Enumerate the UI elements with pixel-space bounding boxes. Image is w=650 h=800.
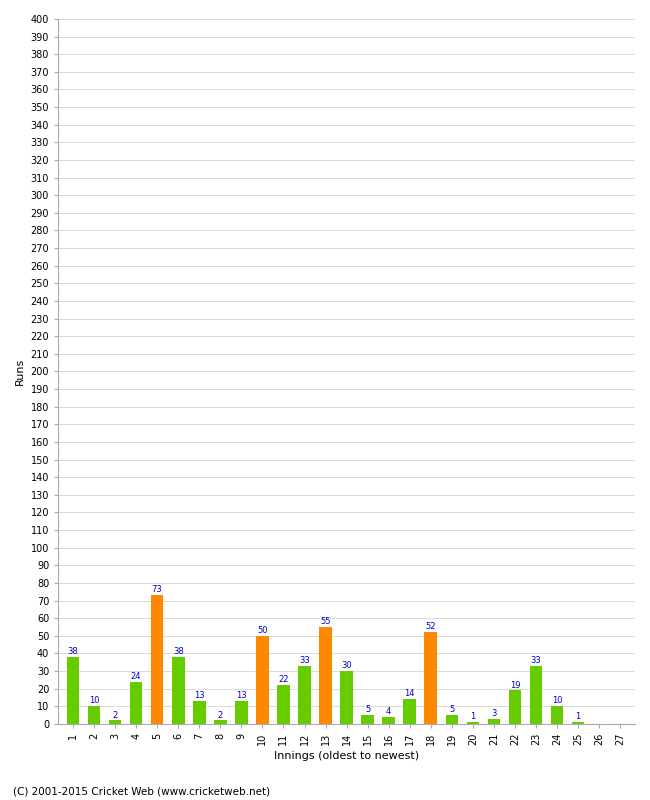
Bar bbox=[298, 666, 311, 724]
Bar bbox=[445, 715, 458, 724]
Bar bbox=[509, 690, 521, 724]
Text: 73: 73 bbox=[151, 586, 162, 594]
Text: 13: 13 bbox=[194, 691, 205, 700]
Text: 33: 33 bbox=[530, 656, 541, 665]
Bar bbox=[404, 699, 416, 724]
Text: 33: 33 bbox=[299, 656, 310, 665]
Text: (C) 2001-2015 Cricket Web (www.cricketweb.net): (C) 2001-2015 Cricket Web (www.cricketwe… bbox=[13, 786, 270, 796]
Text: 24: 24 bbox=[131, 672, 141, 681]
Bar bbox=[361, 715, 374, 724]
Bar bbox=[382, 717, 395, 724]
Bar bbox=[109, 720, 122, 724]
Text: 3: 3 bbox=[491, 709, 497, 718]
Bar bbox=[488, 718, 500, 724]
Text: 2: 2 bbox=[218, 710, 223, 719]
Bar bbox=[341, 671, 353, 724]
Bar bbox=[88, 706, 100, 724]
Bar bbox=[214, 720, 227, 724]
Text: 10: 10 bbox=[552, 697, 562, 706]
Text: 38: 38 bbox=[68, 647, 78, 656]
Text: 2: 2 bbox=[112, 710, 118, 719]
Text: 14: 14 bbox=[404, 690, 415, 698]
Y-axis label: Runs: Runs bbox=[15, 358, 25, 385]
Bar bbox=[467, 722, 479, 724]
X-axis label: Innings (oldest to newest): Innings (oldest to newest) bbox=[274, 751, 419, 761]
Bar bbox=[172, 657, 185, 724]
Text: 1: 1 bbox=[471, 712, 476, 722]
Text: 5: 5 bbox=[365, 706, 370, 714]
Bar bbox=[130, 682, 142, 724]
Text: 4: 4 bbox=[386, 707, 391, 716]
Text: 50: 50 bbox=[257, 626, 268, 635]
Bar bbox=[193, 701, 205, 724]
Bar bbox=[424, 632, 437, 724]
Text: 5: 5 bbox=[449, 706, 454, 714]
Text: 38: 38 bbox=[173, 647, 183, 656]
Bar bbox=[277, 685, 290, 724]
Text: 52: 52 bbox=[426, 622, 436, 631]
Bar bbox=[67, 657, 79, 724]
Bar bbox=[551, 706, 564, 724]
Bar bbox=[319, 627, 332, 724]
Bar bbox=[530, 666, 542, 724]
Bar bbox=[151, 595, 163, 724]
Bar bbox=[572, 722, 584, 724]
Text: 19: 19 bbox=[510, 681, 520, 690]
Text: 55: 55 bbox=[320, 617, 331, 626]
Text: 10: 10 bbox=[89, 697, 99, 706]
Text: 13: 13 bbox=[236, 691, 246, 700]
Bar bbox=[235, 701, 248, 724]
Text: 30: 30 bbox=[341, 661, 352, 670]
Text: 1: 1 bbox=[575, 712, 581, 722]
Bar bbox=[256, 636, 268, 724]
Text: 22: 22 bbox=[278, 675, 289, 684]
